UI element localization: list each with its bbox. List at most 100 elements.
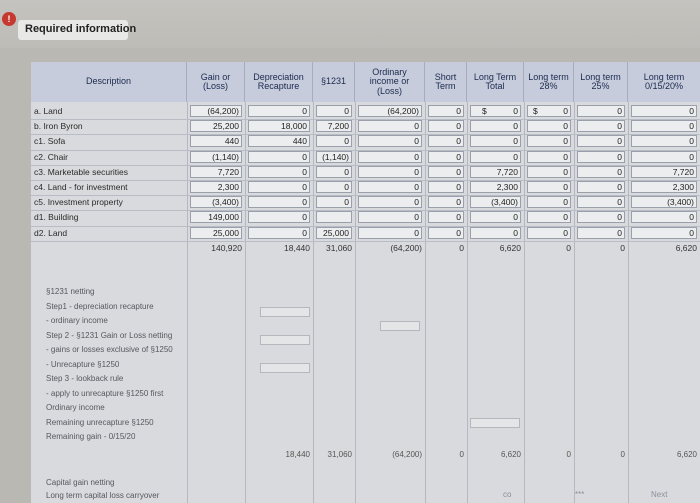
cell-input[interactable] (527, 120, 571, 133)
cell-input[interactable] (358, 226, 422, 239)
cell-input[interactable] (358, 165, 422, 178)
cell-input[interactable] (470, 105, 521, 117)
cell-input[interactable] (470, 196, 521, 209)
cell-input[interactable] (358, 211, 422, 224)
cell-input[interactable] (577, 211, 625, 224)
cell-input[interactable] (316, 120, 352, 133)
cell-input[interactable] (631, 105, 697, 117)
cell-input[interactable] (358, 196, 422, 209)
netting-label: - Unrecapture §1250 (46, 359, 120, 369)
cell-input[interactable] (577, 226, 625, 239)
cell-input[interactable] (470, 226, 521, 239)
netting-input[interactable] (470, 418, 520, 428)
cell-input[interactable] (428, 150, 464, 163)
cell-input[interactable] (631, 211, 697, 224)
netting-total: 18,440 (285, 450, 310, 459)
cell-input[interactable] (190, 120, 242, 133)
cell-input[interactable] (428, 226, 464, 239)
cell-input[interactable] (428, 196, 464, 209)
cell-input[interactable] (527, 181, 571, 193)
netting-total: 0 (459, 450, 464, 459)
cell-input[interactable] (527, 135, 571, 148)
cell-input[interactable] (358, 150, 422, 163)
cell-input[interactable] (190, 105, 242, 117)
cell-input[interactable] (470, 211, 521, 224)
cell-value: 0 (414, 182, 419, 192)
cell-input[interactable] (316, 211, 352, 224)
netting-total: 0 (566, 450, 571, 459)
info-icon: ! (2, 12, 16, 26)
cell-input[interactable] (358, 120, 422, 133)
cell-input[interactable] (527, 165, 571, 178)
cell-input[interactable] (358, 105, 422, 117)
cell-input[interactable] (631, 165, 697, 178)
cell-input[interactable] (577, 105, 625, 117)
cell-input[interactable] (316, 135, 352, 148)
cell-input[interactable] (631, 196, 697, 209)
cell-input[interactable] (631, 150, 697, 163)
netting-input[interactable] (380, 321, 420, 331)
cell-input[interactable] (190, 211, 242, 224)
cell-value: 0 (689, 151, 694, 162)
cell-input[interactable] (577, 165, 625, 178)
netting-input[interactable] (260, 335, 310, 345)
cell-value: 0 (513, 106, 518, 116)
cell-input[interactable] (470, 120, 521, 133)
cell-input[interactable] (577, 196, 625, 209)
cell-input[interactable] (316, 165, 352, 178)
cell-input[interactable] (248, 135, 310, 148)
cell-input[interactable] (527, 226, 571, 239)
cell-input[interactable] (316, 150, 352, 163)
cell-input[interactable] (577, 120, 625, 133)
cell-input[interactable] (428, 135, 464, 148)
required-info-tab[interactable] (18, 20, 128, 40)
cell-input[interactable] (631, 120, 697, 133)
col-line (313, 102, 314, 503)
cell-input[interactable] (428, 181, 464, 193)
cell-input[interactable] (358, 181, 422, 193)
cell-input[interactable] (631, 135, 697, 148)
cell-input[interactable] (190, 181, 242, 193)
cell-input[interactable] (577, 150, 625, 163)
cell-input[interactable] (470, 181, 521, 193)
cell-input[interactable] (316, 105, 352, 117)
cell-input[interactable] (631, 181, 697, 193)
cell-input[interactable] (631, 226, 697, 239)
cell-input[interactable] (428, 165, 464, 178)
cell-input[interactable] (470, 135, 521, 148)
cell-input[interactable] (248, 150, 310, 163)
cell-input[interactable] (248, 120, 310, 133)
cell-input[interactable] (527, 105, 571, 117)
cell-input[interactable] (248, 196, 310, 209)
cell-input[interactable] (577, 135, 625, 148)
cell-input[interactable] (190, 226, 242, 239)
cell-input[interactable] (470, 165, 521, 178)
cell-input[interactable] (527, 211, 571, 224)
cell-input[interactable] (248, 181, 310, 193)
cell-input[interactable] (190, 196, 242, 209)
cell-input[interactable] (248, 226, 310, 239)
cell-input[interactable] (577, 181, 625, 193)
cell-value: 0 (563, 166, 568, 177)
netting-input[interactable] (260, 307, 310, 317)
next-button[interactable]: Next (651, 490, 668, 499)
col-line (187, 102, 188, 503)
cell-input[interactable] (428, 105, 464, 117)
cell-input[interactable] (248, 211, 310, 224)
cell-input[interactable] (316, 196, 352, 209)
cell-input[interactable] (527, 150, 571, 163)
cell-input[interactable] (316, 226, 352, 239)
cell-input[interactable] (190, 150, 242, 163)
cell-input[interactable] (190, 165, 242, 178)
cell-value: 0 (456, 106, 461, 116)
cell-input[interactable] (248, 105, 310, 117)
cell-input[interactable] (316, 181, 352, 193)
cell-input[interactable] (428, 120, 464, 133)
cell-input[interactable] (470, 150, 521, 163)
cell-input[interactable] (358, 135, 422, 148)
cell-input[interactable] (527, 196, 571, 209)
netting-input[interactable] (260, 363, 310, 373)
cell-input[interactable] (428, 211, 464, 224)
cell-input[interactable] (190, 135, 242, 148)
cell-input[interactable] (248, 165, 310, 178)
